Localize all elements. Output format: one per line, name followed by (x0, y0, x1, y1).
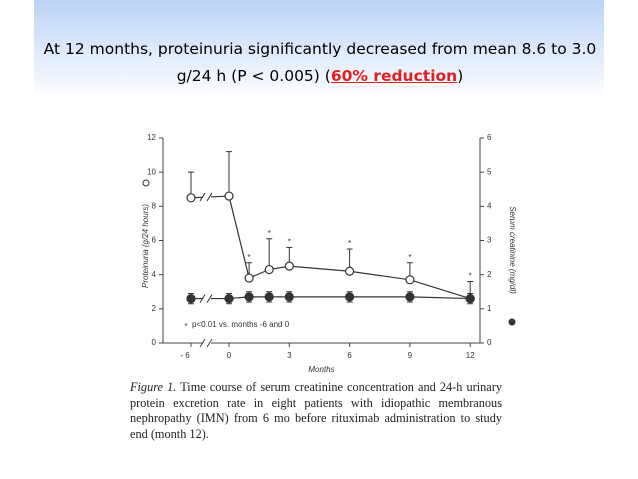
x-tick-label: - 6 (180, 351, 190, 360)
axis-break (203, 339, 211, 347)
header-band (34, 0, 604, 100)
annotation: p<0.01 vs. months -6 and 0 (192, 320, 290, 329)
error-bar (226, 151, 232, 197)
slide-title: At 12 months, proteinuria significantly … (40, 36, 600, 90)
y2-tick-label: 3 (487, 236, 492, 245)
y-tick-label: 6 (152, 236, 157, 245)
line-break-mark (199, 192, 213, 202)
y2-tick-label: 4 (487, 201, 492, 210)
y-tick-label: 4 (152, 270, 157, 279)
y-axis-label: Proteinuria (g/24 hours) (141, 204, 150, 288)
x-tick-label: 3 (287, 351, 292, 360)
y2-tick-label: 1 (487, 304, 492, 313)
caption-text: Time course of serum creatinine concentr… (130, 380, 502, 441)
significance-marker: * (348, 239, 351, 248)
axis-break-mark (199, 338, 213, 348)
point (405, 275, 415, 285)
significance-marker: * (268, 229, 271, 238)
x-tick-label: 9 (408, 351, 413, 360)
point (186, 193, 196, 203)
point (224, 293, 234, 304)
x-axis-label: Months (308, 365, 334, 374)
caption-label: Figure 1. (130, 380, 177, 394)
y2-tick-label: 0 (487, 338, 492, 347)
y-tick-label: 0 (152, 338, 157, 347)
y-tick-label: 8 (152, 201, 157, 210)
annotation-marker: * (184, 322, 187, 331)
point (244, 273, 254, 283)
x-tick-label: 6 (347, 351, 352, 360)
y-axis-symbol (142, 179, 150, 187)
point (264, 264, 274, 275)
y-tick-label: 2 (152, 304, 157, 313)
error-bar (266, 238, 273, 270)
series-line (190, 195, 471, 300)
point (284, 261, 294, 271)
y-tick-label: 12 (147, 133, 156, 142)
significance-marker: * (288, 237, 291, 246)
line-break-mark (199, 294, 213, 303)
point (405, 292, 415, 302)
significance-marker: * (408, 253, 411, 262)
x-tick-label: 0 (227, 351, 232, 360)
point (264, 292, 274, 302)
y2-tick-label: 2 (487, 270, 492, 279)
caption: Figure 1. Time course of serum creatinin… (130, 380, 502, 442)
y-tick-label: 10 (147, 167, 156, 176)
point (284, 292, 294, 302)
title-text: At 12 months, proteinuria significantly … (43, 40, 597, 85)
y2-tick-label: 6 (487, 133, 492, 142)
point (465, 293, 475, 304)
y2-tick-label: 5 (487, 167, 492, 176)
y2-axis-label: Serum creatinine (mg/dl) (508, 206, 517, 294)
line-break (203, 294, 211, 303)
title-highlight: 60% reduction (330, 67, 458, 85)
significance-marker: * (248, 253, 251, 262)
title-end: ) (457, 67, 464, 85)
point (244, 292, 254, 302)
y2-axis-symbol (508, 318, 516, 326)
point (345, 292, 355, 302)
point (224, 191, 234, 201)
x-tick-label: 12 (466, 351, 475, 360)
significance-marker: * (469, 272, 472, 281)
line-break (203, 192, 211, 201)
point (345, 266, 355, 276)
point (186, 293, 196, 304)
